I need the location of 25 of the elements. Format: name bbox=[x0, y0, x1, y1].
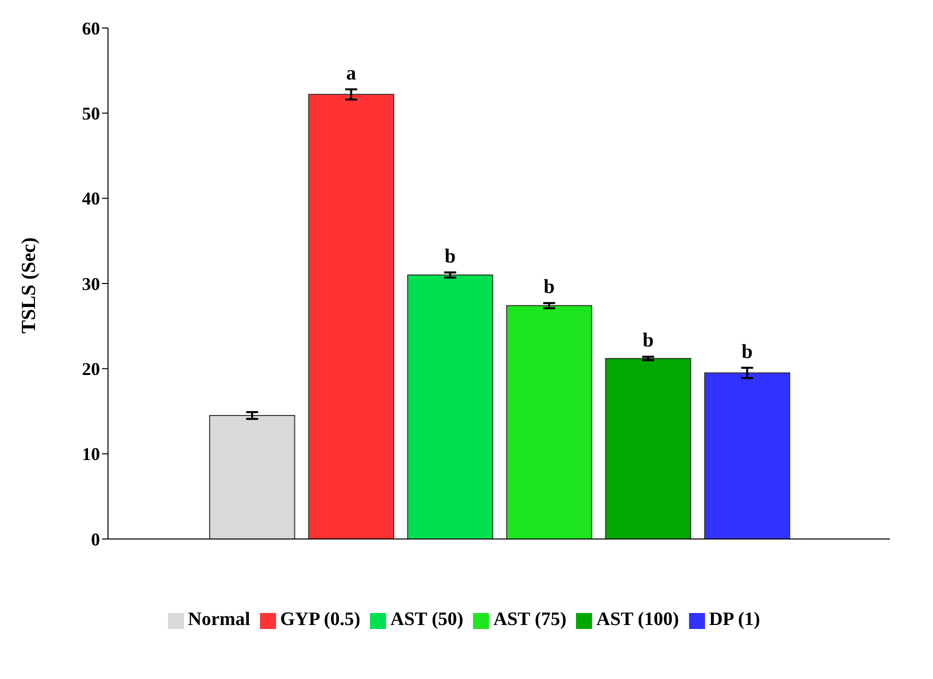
y-tick-label: 0 bbox=[91, 529, 100, 550]
bar bbox=[308, 94, 394, 539]
bar bbox=[704, 372, 790, 539]
y-tick-label: 30 bbox=[82, 274, 100, 294]
y-tick-label: 60 bbox=[82, 18, 100, 38]
y-tick-label: 10 bbox=[82, 444, 100, 464]
annotation: b bbox=[642, 330, 654, 352]
y-tick-label: 40 bbox=[82, 188, 100, 209]
bar bbox=[605, 358, 692, 539]
annotation: b bbox=[544, 276, 555, 298]
annotation: b bbox=[444, 245, 456, 268]
y-axis-title: TSLS (Sec) bbox=[18, 237, 40, 334]
bar bbox=[506, 305, 592, 539]
legend-label: GYP (0.5) bbox=[280, 609, 360, 630]
y-tick-label: 20 bbox=[82, 359, 100, 380]
legend-label: DP (1) bbox=[708, 609, 760, 630]
bar bbox=[407, 274, 494, 539]
annotation: b bbox=[742, 340, 753, 363]
annotation: a bbox=[346, 62, 356, 84]
legend-label: Normal bbox=[188, 609, 250, 630]
y-tick-label: 50 bbox=[82, 104, 100, 124]
legend-label: AST (75) bbox=[493, 609, 566, 630]
legend-label: AST (100) bbox=[596, 609, 679, 630]
bar bbox=[209, 415, 296, 539]
legend-label: AST (50) bbox=[390, 609, 464, 630]
